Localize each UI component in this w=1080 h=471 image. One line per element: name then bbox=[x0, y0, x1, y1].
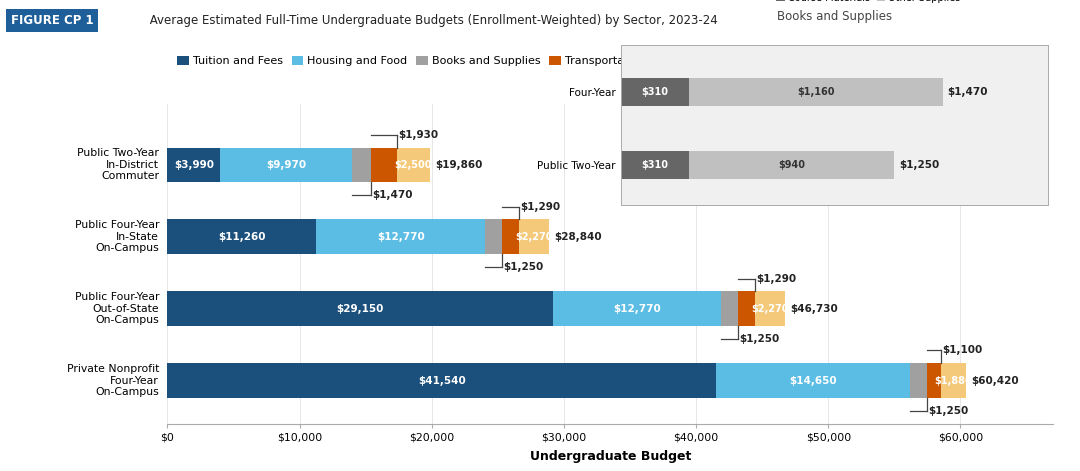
Text: $12,770: $12,770 bbox=[377, 232, 424, 242]
Bar bbox=[689, 78, 943, 106]
Text: Average Estimated Full-Time Undergraduate Budgets (Enrollment-Weighted) by Secto: Average Estimated Full-Time Undergraduat… bbox=[146, 14, 717, 27]
Bar bbox=[396, 147, 430, 182]
Text: $28,840: $28,840 bbox=[554, 232, 602, 242]
Text: $2,270: $2,270 bbox=[752, 304, 788, 314]
Bar bbox=[553, 292, 721, 326]
Text: $41,540: $41,540 bbox=[418, 376, 465, 386]
Text: $1,470: $1,470 bbox=[373, 190, 414, 200]
Bar bbox=[167, 219, 316, 254]
Text: $60,420: $60,420 bbox=[971, 376, 1018, 386]
Text: $9,970: $9,970 bbox=[266, 160, 306, 170]
Text: $29,150: $29,150 bbox=[336, 304, 383, 314]
Text: FIGURE CP 1: FIGURE CP 1 bbox=[11, 14, 94, 27]
Bar bbox=[738, 292, 755, 326]
Text: $2,270: $2,270 bbox=[515, 232, 552, 242]
Bar bbox=[501, 219, 518, 254]
Bar bbox=[167, 292, 553, 326]
Text: $2,500: $2,500 bbox=[394, 160, 432, 170]
Legend: Tuition and Fees, Housing and Food, Books and Supplies, Transportation, Other Ex: Tuition and Fees, Housing and Food, Book… bbox=[173, 51, 762, 71]
Bar bbox=[621, 151, 689, 179]
Bar bbox=[621, 78, 689, 106]
Text: $310: $310 bbox=[642, 160, 669, 170]
Text: $1,100: $1,100 bbox=[943, 346, 983, 356]
Text: $940: $940 bbox=[778, 160, 806, 170]
Bar bbox=[316, 219, 485, 254]
Text: $1,250: $1,250 bbox=[740, 334, 780, 344]
Bar bbox=[518, 219, 549, 254]
Bar bbox=[485, 219, 501, 254]
Text: $19,860: $19,860 bbox=[435, 160, 483, 170]
Bar bbox=[927, 364, 941, 398]
Text: $1,290: $1,290 bbox=[519, 202, 561, 211]
Text: $46,730: $46,730 bbox=[791, 304, 838, 314]
Bar bbox=[716, 364, 910, 398]
Bar bbox=[167, 364, 716, 398]
Bar bbox=[372, 147, 396, 182]
Text: $1,160: $1,160 bbox=[797, 87, 835, 97]
Text: $1,250: $1,250 bbox=[928, 406, 968, 416]
X-axis label: Undergraduate Budget: Undergraduate Budget bbox=[529, 450, 691, 463]
Bar bbox=[910, 364, 927, 398]
Text: $1,880: $1,880 bbox=[934, 376, 972, 386]
Text: $1,250: $1,250 bbox=[899, 160, 940, 170]
Text: $3,990: $3,990 bbox=[174, 160, 214, 170]
Text: $1,930: $1,930 bbox=[399, 130, 438, 139]
Bar bbox=[220, 147, 352, 182]
Legend: Course Materials, Other Supplies: Course Materials, Other Supplies bbox=[772, 0, 964, 7]
Text: $12,770: $12,770 bbox=[613, 304, 661, 314]
Bar bbox=[755, 292, 785, 326]
Bar bbox=[721, 292, 738, 326]
Bar bbox=[941, 364, 966, 398]
Text: $310: $310 bbox=[642, 87, 669, 97]
Bar bbox=[352, 147, 372, 182]
Text: $1,250: $1,250 bbox=[503, 262, 543, 272]
Text: $11,260: $11,260 bbox=[218, 232, 266, 242]
Bar bbox=[167, 147, 220, 182]
Bar bbox=[689, 151, 894, 179]
Text: $14,650: $14,650 bbox=[789, 376, 837, 386]
Text: $1,290: $1,290 bbox=[756, 274, 797, 284]
Text: $1,470: $1,470 bbox=[947, 87, 987, 97]
Title: Books and Supplies: Books and Supplies bbox=[777, 10, 892, 23]
